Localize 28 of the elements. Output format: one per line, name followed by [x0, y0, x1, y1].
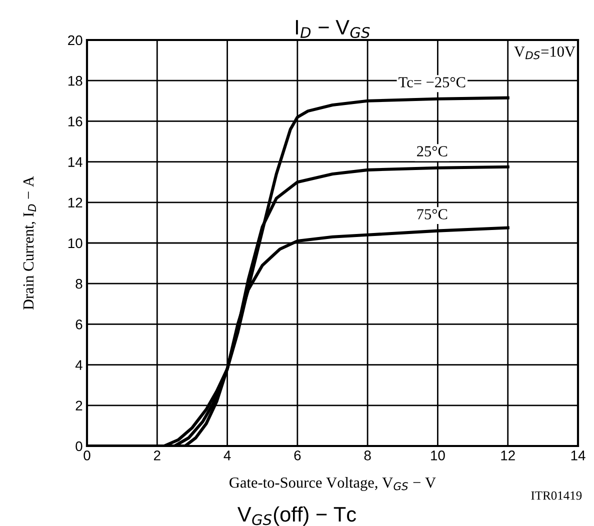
annotation: V$_{DS}$=10V	[514, 46, 576, 60]
text: ITR01419	[531, 491, 582, 500]
series-label: Tc= −25°C	[398, 77, 466, 88]
x-tick-label: 8	[364, 450, 371, 460]
y-tick-label: 18	[68, 76, 82, 86]
y-tick-label: 2	[76, 400, 82, 410]
series-label: 25°C	[417, 146, 448, 156]
y-tick-label: 6	[76, 320, 82, 330]
y-tick-label: 4	[75, 360, 82, 370]
chart-title: I$_{D}$ − V$_{GS}$	[296, 20, 370, 38]
series-label: 75°C	[417, 209, 448, 220]
text: V$_{GS}$(off) − Tc	[238, 506, 356, 526]
x-tick-label: 12	[501, 450, 515, 460]
y-tick-label: 16	[68, 116, 82, 126]
x-tick-label: 10	[431, 450, 445, 460]
y-tick-label: 0	[76, 441, 82, 452]
x-tick-label: 2	[154, 450, 160, 460]
x-tick-label: 0	[84, 450, 90, 460]
x-tick-label: 4	[224, 450, 231, 460]
x-axis-title: Gate-to-Source Voltage, V$_{GS}$ − V	[230, 477, 436, 491]
y-tick-label: 8	[76, 278, 82, 289]
y-tick-label: 10	[68, 238, 82, 248]
y-tick-label: 12	[68, 198, 82, 208]
y-tick-label: 20	[68, 35, 82, 46]
x-tick-label: 6	[294, 450, 301, 460]
y-tick-label: 14	[68, 157, 82, 167]
x-tick-label: 14	[571, 450, 586, 460]
y-axis-title: Drain Current, I$_{D}$ − A	[23, 176, 36, 310]
